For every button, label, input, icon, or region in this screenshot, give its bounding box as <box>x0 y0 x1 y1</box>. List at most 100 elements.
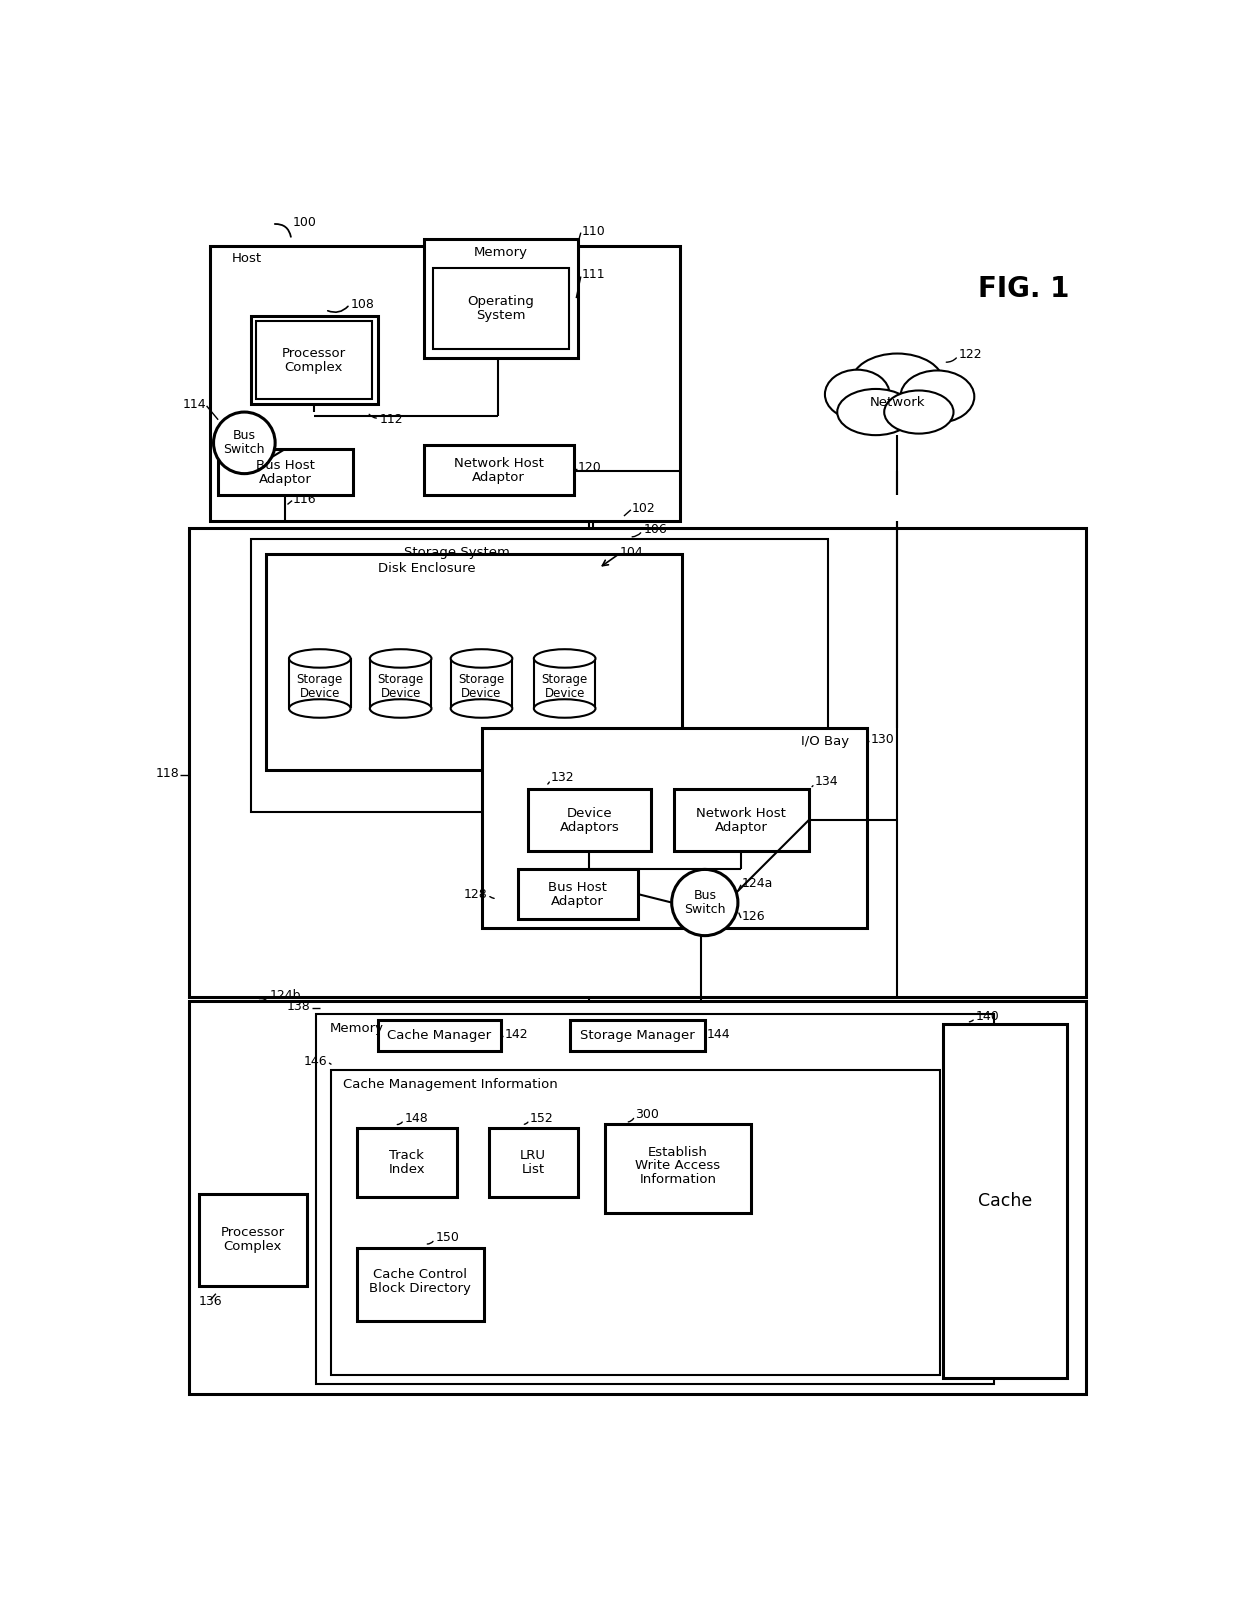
Bar <box>528 790 651 851</box>
Text: Block Directory: Block Directory <box>370 1282 471 1295</box>
Bar <box>675 790 808 851</box>
Text: 102: 102 <box>631 502 656 515</box>
Bar <box>250 539 828 812</box>
Text: 116: 116 <box>293 493 316 506</box>
Text: Device: Device <box>300 687 340 700</box>
Text: 300: 300 <box>635 1107 660 1120</box>
Text: Adaptor: Adaptor <box>552 894 604 907</box>
Text: Storage: Storage <box>296 672 343 685</box>
Text: 106: 106 <box>644 523 667 536</box>
Text: Network: Network <box>869 395 925 409</box>
Bar <box>518 868 637 918</box>
Ellipse shape <box>370 648 432 668</box>
Bar <box>198 1194 306 1286</box>
Text: Adaptor: Adaptor <box>714 820 768 833</box>
Bar <box>481 727 867 928</box>
Ellipse shape <box>884 390 954 433</box>
Text: Establish: Establish <box>649 1146 708 1159</box>
Text: 152: 152 <box>529 1112 554 1125</box>
Ellipse shape <box>825 369 889 419</box>
Text: 111: 111 <box>582 268 605 281</box>
Bar <box>433 268 568 348</box>
Bar <box>570 1021 704 1051</box>
Text: Adaptor: Adaptor <box>259 472 311 486</box>
Text: 126: 126 <box>742 910 765 923</box>
Text: 128: 128 <box>464 888 487 902</box>
Text: 136: 136 <box>198 1295 222 1308</box>
Text: FIG. 1: FIG. 1 <box>978 274 1070 303</box>
Text: Bus Host: Bus Host <box>548 881 608 894</box>
Text: Adaptor: Adaptor <box>472 470 525 485</box>
Text: 134: 134 <box>815 775 838 788</box>
Text: Cache Management Information: Cache Management Information <box>343 1079 558 1091</box>
Text: Network Host: Network Host <box>454 457 543 470</box>
Text: List: List <box>522 1164 544 1176</box>
Bar <box>250 316 377 404</box>
Ellipse shape <box>534 700 595 717</box>
Circle shape <box>213 412 275 473</box>
Text: Cache Control: Cache Control <box>373 1268 467 1281</box>
Text: 108: 108 <box>351 299 374 311</box>
Text: Switch: Switch <box>684 904 725 916</box>
Ellipse shape <box>900 371 975 422</box>
Text: Storage Manager: Storage Manager <box>579 1029 694 1042</box>
Bar <box>211 246 681 522</box>
Text: I/O Bay: I/O Bay <box>801 735 849 748</box>
Text: Track: Track <box>389 1149 424 1162</box>
Text: Adaptors: Adaptors <box>559 820 619 833</box>
Text: 146: 146 <box>304 1054 327 1067</box>
Text: Write Access: Write Access <box>635 1159 720 1172</box>
Text: 138: 138 <box>286 1000 310 1013</box>
Text: Disk Enclosure: Disk Enclosure <box>377 562 475 575</box>
Text: Storage System: Storage System <box>404 546 511 560</box>
Text: System: System <box>476 310 526 323</box>
Text: Storage: Storage <box>459 672 505 685</box>
Bar <box>255 321 372 400</box>
Text: 104: 104 <box>620 546 644 559</box>
Text: Processor: Processor <box>221 1226 285 1239</box>
Text: Cache: Cache <box>978 1193 1032 1210</box>
Text: 110: 110 <box>582 225 605 238</box>
Text: 114: 114 <box>182 398 206 411</box>
Ellipse shape <box>851 353 944 412</box>
Text: Host: Host <box>232 252 262 265</box>
Circle shape <box>672 870 738 936</box>
Text: Device: Device <box>381 687 420 700</box>
Text: Bus: Bus <box>233 430 255 443</box>
Bar <box>605 1124 751 1213</box>
Ellipse shape <box>837 388 914 435</box>
Text: Bus Host: Bus Host <box>255 459 315 472</box>
Text: Operating: Operating <box>467 295 534 308</box>
Text: 120: 120 <box>578 461 601 473</box>
Text: 130: 130 <box>870 733 894 746</box>
Bar <box>377 1021 501 1051</box>
Text: Index: Index <box>388 1164 425 1176</box>
Text: 140: 140 <box>976 1010 999 1022</box>
Bar <box>188 528 1086 997</box>
Text: Complex: Complex <box>284 361 342 374</box>
Bar <box>188 1002 1086 1393</box>
Bar <box>424 445 574 496</box>
Text: Storage: Storage <box>542 672 588 685</box>
Text: Device: Device <box>461 687 502 700</box>
Ellipse shape <box>289 700 351 717</box>
Text: Storage: Storage <box>377 672 424 685</box>
Text: 112: 112 <box>379 412 403 427</box>
Bar <box>218 449 353 496</box>
Text: 124b: 124b <box>270 989 301 1002</box>
Text: 132: 132 <box>551 772 574 785</box>
Text: Device: Device <box>567 807 613 820</box>
Ellipse shape <box>289 648 351 668</box>
Text: 142: 142 <box>505 1027 528 1040</box>
Text: Processor: Processor <box>281 347 346 360</box>
Text: LRU: LRU <box>520 1149 546 1162</box>
Text: Memory: Memory <box>474 246 528 258</box>
Text: 100: 100 <box>293 217 316 230</box>
Text: 122: 122 <box>959 348 982 361</box>
Text: 144: 144 <box>707 1027 730 1040</box>
Text: 118: 118 <box>156 767 180 780</box>
Bar <box>424 239 578 358</box>
Ellipse shape <box>534 648 595 668</box>
Bar <box>316 1014 993 1384</box>
Bar <box>357 1247 484 1321</box>
